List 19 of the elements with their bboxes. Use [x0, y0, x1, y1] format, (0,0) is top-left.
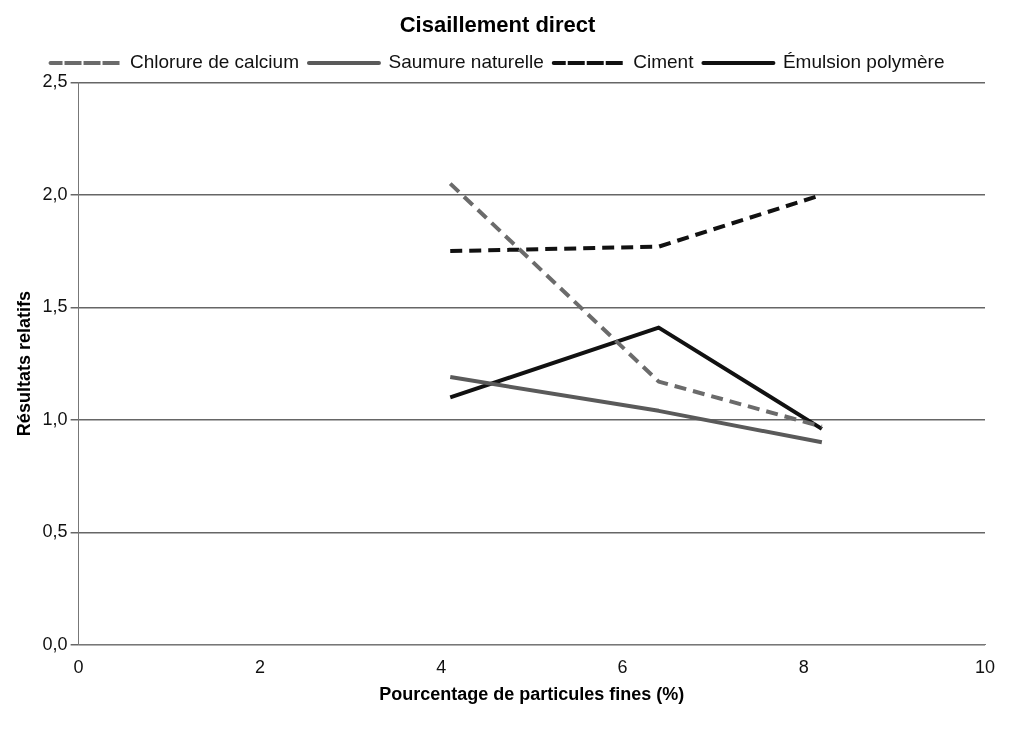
legend-label: Chlorure de calcium [130, 51, 299, 73]
y-axis-title: Résultats relatifs [13, 291, 34, 437]
y-tick-label: 2,5 [42, 71, 68, 92]
x-tick-label: 6 [617, 656, 628, 677]
x-axis-title: Pourcentage de particules fines (%) [379, 684, 685, 705]
x-tick-label: 8 [798, 656, 809, 677]
y-tick-label: 0,0 [42, 633, 68, 654]
chart-title: Cisaillement direct [399, 12, 596, 38]
y-tick-label: 1,5 [42, 296, 68, 317]
x-tick-label: 0 [73, 656, 84, 677]
legend-label: Saumure naturelle [388, 51, 544, 73]
legend-label: Émulsion polymère [782, 51, 945, 73]
legend-label: Ciment [633, 51, 695, 73]
x-tick-label: 10 [974, 656, 996, 677]
y-tick-label: 0,5 [42, 521, 68, 542]
x-tick-label: 4 [436, 656, 447, 677]
y-tick-label: 2,0 [42, 183, 68, 204]
y-tick-label: 1,0 [42, 408, 68, 429]
x-tick-label: 2 [254, 656, 265, 677]
